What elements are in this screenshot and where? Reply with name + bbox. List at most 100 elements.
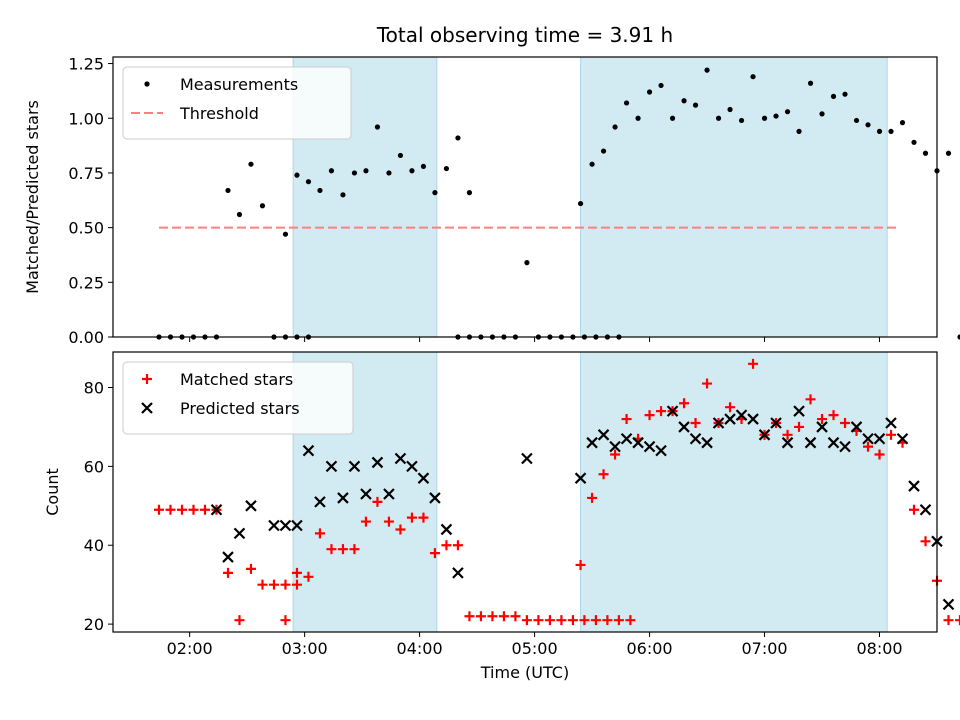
series-0-point-22 xyxy=(383,516,394,527)
series-1-point-47 xyxy=(862,432,874,445)
series-0-point-64 xyxy=(784,109,791,115)
y-tick-label-3: 0.75 xyxy=(68,164,104,183)
series-0-point-29 xyxy=(464,611,475,622)
series-0-point-28 xyxy=(443,165,450,172)
series-0-point-53 xyxy=(679,398,690,409)
legend-box xyxy=(122,66,352,140)
series-1-point-20 xyxy=(452,567,464,579)
series-1-point-42 xyxy=(804,436,817,449)
series-0-point-75 xyxy=(911,139,917,145)
series-0-point-41 xyxy=(602,615,613,626)
series-0-point-77 xyxy=(954,615,960,626)
series-1-point-31 xyxy=(678,421,690,433)
series-0-point-18 xyxy=(328,168,335,174)
series-0-point-47 xyxy=(610,449,621,460)
series-0-point-10 xyxy=(268,579,279,590)
series-0-point-76 xyxy=(922,150,929,156)
series-0-point-53 xyxy=(658,82,664,89)
series-0-point-65 xyxy=(796,128,802,134)
series-0-point-30 xyxy=(475,611,486,622)
y-tick-label-1: 40 xyxy=(84,536,104,555)
series-1-point-5 xyxy=(279,519,292,532)
plot-frame xyxy=(112,351,938,633)
series-0-point-31 xyxy=(487,611,498,622)
series-0-point-27 xyxy=(432,190,438,196)
series-0-point-55 xyxy=(681,98,687,104)
y-axis-title: Matched/Predicted stars xyxy=(23,100,42,294)
x-tick-label-3: 05:00 xyxy=(512,639,558,658)
series-0-point-57 xyxy=(725,402,736,413)
legend-marker-0 xyxy=(142,374,152,384)
series-0-point-50 xyxy=(623,100,630,106)
series-1-point-7 xyxy=(302,444,315,457)
series-1-point-44 xyxy=(827,436,840,449)
legend-marker-0 xyxy=(144,81,150,87)
series-1-point-51 xyxy=(908,480,920,492)
series-1-point-52 xyxy=(919,503,932,516)
series-0-point-71 xyxy=(865,122,871,128)
series-0-point-6 xyxy=(225,187,231,194)
series-1-point-16 xyxy=(406,460,418,473)
top-panel: 0.00 0.25 0.50 0.75 1.00 1.25 Matched/Predicte… xyxy=(23,55,960,347)
x-tick-label-6: 08:00 xyxy=(856,639,902,658)
series-0-point-24 xyxy=(397,152,404,159)
legend-marker-1 xyxy=(141,402,153,414)
series-0-point-47 xyxy=(589,161,595,167)
plot-frame xyxy=(112,56,938,338)
series-0-point-55 xyxy=(702,378,713,389)
series-1-point-1 xyxy=(222,551,234,563)
series-0-point-63 xyxy=(794,421,805,432)
series-1-point-4 xyxy=(268,519,280,532)
series-0-point-40 xyxy=(590,615,601,626)
y-tick-label-1: 0.25 xyxy=(68,273,104,292)
series-0-point-52 xyxy=(646,89,653,95)
series-0-point-73 xyxy=(888,128,894,134)
series-0-point-17 xyxy=(326,544,337,555)
chart-title: Total observing time = 3.91 h xyxy=(376,23,673,47)
series-0-point-62 xyxy=(761,115,768,121)
series-0-point-11 xyxy=(280,579,291,590)
series-0-point-71 xyxy=(886,429,897,440)
series-1-point-30 xyxy=(666,405,679,417)
series-1-point-46 xyxy=(850,421,863,433)
series-1-point-3 xyxy=(245,500,257,512)
series-1-point-13 xyxy=(371,456,384,469)
series-0-point-14 xyxy=(282,231,289,237)
series-1-point-11 xyxy=(348,460,361,473)
series-1-point-49 xyxy=(885,417,897,429)
y-tick-label-4: 1.00 xyxy=(68,109,104,128)
series-0-point-66 xyxy=(807,80,814,86)
series-1-point-54 xyxy=(942,598,955,611)
series-0-point-50 xyxy=(644,410,655,421)
series-0-point-37 xyxy=(524,260,530,266)
legend-box xyxy=(122,361,354,435)
series-1-point-37 xyxy=(747,413,759,425)
series-0-point-59 xyxy=(748,358,759,369)
series-0-point-1 xyxy=(165,504,176,515)
legend-label-0: Matched stars xyxy=(180,370,293,389)
series-1-point-18 xyxy=(429,492,441,504)
x-tick-label-1: 03:00 xyxy=(282,639,328,658)
series-0-point-76 xyxy=(943,615,954,626)
series-0-point-19 xyxy=(340,192,346,198)
series-0-point-20 xyxy=(360,516,371,527)
series-0-point-68 xyxy=(830,93,837,99)
series-0-point-54 xyxy=(669,115,676,121)
series-0-point-23 xyxy=(386,170,392,176)
series-0-point-65 xyxy=(817,414,828,425)
series-1-point-10 xyxy=(337,492,349,504)
series-1-point-14 xyxy=(383,488,395,500)
x-tick-label-5: 07:00 xyxy=(741,639,787,658)
series-1-point-15 xyxy=(394,452,407,465)
series-0-point-74 xyxy=(899,120,906,126)
series-0-point-2 xyxy=(176,504,187,515)
series-0-point-67 xyxy=(840,417,851,428)
series-1-point-41 xyxy=(793,405,805,417)
series-1-point-32 xyxy=(689,432,702,445)
series-0-point-49 xyxy=(612,124,618,130)
series-0-point-24 xyxy=(406,512,417,523)
series-0-point-34 xyxy=(521,615,532,626)
series-0-point-36 xyxy=(544,615,555,626)
series-0-point-26 xyxy=(420,163,427,169)
